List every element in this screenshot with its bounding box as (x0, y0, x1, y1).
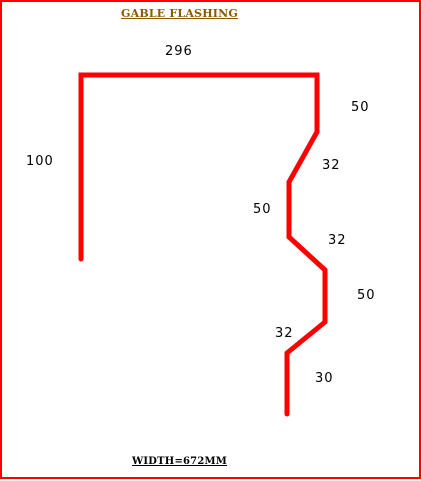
dimension-left-leg: 100 (26, 154, 54, 169)
dimension-seg-1: 50 (351, 100, 370, 115)
dimension-seg-2: 32 (322, 158, 341, 173)
drawing-title: GABLE FLASHING (121, 7, 238, 20)
total-width-label: WIDTH=672MM (131, 456, 228, 467)
dimension-top: 296 (165, 44, 193, 59)
dimension-seg-7: 30 (315, 371, 334, 386)
dimension-seg-6: 32 (275, 326, 294, 341)
dimension-seg-4: 32 (328, 233, 347, 248)
flashing-profile-line (78, 72, 328, 417)
dimension-seg-5: 50 (357, 288, 376, 303)
dimension-seg-3: 50 (253, 202, 272, 217)
